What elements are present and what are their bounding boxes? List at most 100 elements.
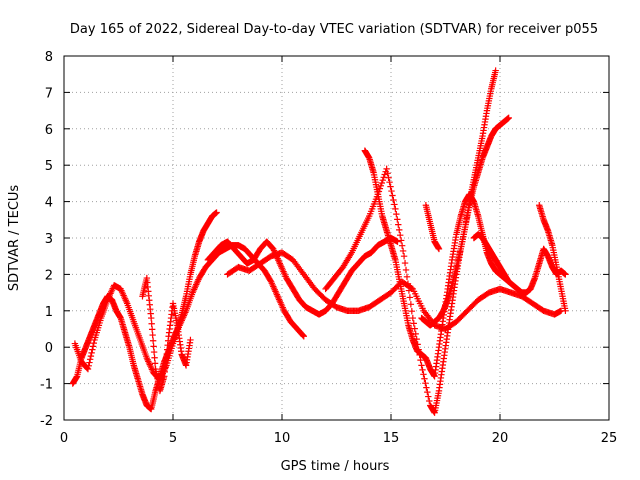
y-tick-label: -1 <box>40 378 53 393</box>
data-point <box>397 231 404 239</box>
series-f <box>361 147 512 380</box>
data-point <box>149 331 156 339</box>
y-tick-label: 7 <box>45 86 53 101</box>
data-point <box>87 352 95 360</box>
data-point <box>391 201 398 208</box>
x-tick-label: 15 <box>383 431 400 446</box>
data-point <box>148 320 155 327</box>
data-point <box>424 388 431 396</box>
data-point <box>394 238 401 245</box>
data-point <box>377 182 385 190</box>
data-point <box>410 320 417 327</box>
data-point <box>407 301 415 308</box>
grid-lines <box>64 56 609 420</box>
data-point <box>396 226 403 234</box>
data-point <box>413 335 420 343</box>
x-tick-label: 5 <box>169 431 177 446</box>
y-tick-label: 2 <box>45 268 53 283</box>
data-point <box>419 366 426 374</box>
x-tick-label: 25 <box>601 431 618 446</box>
data-point <box>379 176 386 184</box>
data-point <box>393 210 400 218</box>
data-point <box>408 308 416 315</box>
data-point <box>387 183 394 190</box>
data-point <box>420 371 427 378</box>
data-point <box>84 365 92 373</box>
data-point <box>390 196 397 204</box>
data-point <box>492 67 499 74</box>
data-point <box>397 237 405 244</box>
series-j <box>422 202 443 253</box>
data-point <box>89 346 96 353</box>
data-point <box>422 379 429 387</box>
data-point <box>405 287 413 294</box>
x-tick-label: 10 <box>274 431 291 446</box>
data-point <box>148 314 155 322</box>
series-e <box>322 67 499 416</box>
data-point <box>505 114 512 122</box>
data-point <box>435 245 443 253</box>
data-point <box>151 354 158 361</box>
data-point <box>426 397 433 405</box>
data-point <box>562 271 569 278</box>
y-tick-label: 3 <box>45 232 53 247</box>
data-point <box>88 349 95 357</box>
axis-ticks: 0 5 10 15 20 25 -2 -1 0 1 2 3 4 5 6 7 8 <box>40 50 617 446</box>
data-point <box>403 273 411 281</box>
data-point <box>425 393 432 400</box>
y-tick-label: -2 <box>40 414 53 429</box>
data-point <box>150 343 157 350</box>
data-point <box>401 259 409 267</box>
series-i <box>536 202 569 314</box>
series-c <box>204 234 401 318</box>
chart-title: Day 165 of 2022, Sidereal Day-to-day VTE… <box>70 22 598 37</box>
data-marks <box>69 67 569 416</box>
data-point <box>300 333 307 340</box>
y-tick-label: 6 <box>45 123 53 138</box>
data-point <box>400 253 408 260</box>
x-tick-label: 20 <box>492 431 509 446</box>
data-point <box>86 356 94 363</box>
data-point <box>398 242 406 249</box>
data-point <box>386 178 393 186</box>
series-k <box>139 274 194 395</box>
data-point <box>187 336 194 344</box>
data-point <box>378 179 385 187</box>
data-point <box>213 209 220 216</box>
data-point <box>384 170 391 177</box>
data-point <box>394 216 401 223</box>
data-point <box>395 221 402 228</box>
data-point <box>389 192 396 199</box>
data-point <box>562 307 569 314</box>
data-point <box>150 348 158 356</box>
x-axis-label: GPS time / hours <box>281 459 390 474</box>
data-point <box>90 339 97 347</box>
data-point <box>381 171 388 178</box>
data-point <box>409 314 416 322</box>
y-tick-label: 8 <box>45 50 53 65</box>
data-point <box>89 343 97 350</box>
data-point <box>299 332 307 339</box>
series-g <box>418 114 512 329</box>
y-tick-label: 1 <box>45 305 53 320</box>
data-point <box>383 165 390 173</box>
data-point <box>417 356 424 364</box>
data-point <box>151 360 159 367</box>
data-point <box>267 277 274 284</box>
data-point <box>388 187 395 195</box>
data-point <box>86 359 93 366</box>
data-point <box>418 362 425 369</box>
data-point <box>421 375 428 382</box>
data-point <box>402 266 410 274</box>
data-point <box>392 205 399 213</box>
data-point <box>385 174 392 181</box>
data-point <box>404 280 412 287</box>
data-point <box>148 326 156 333</box>
data-point <box>399 247 407 255</box>
y-tick-label: 0 <box>45 341 53 356</box>
series-h <box>470 231 569 296</box>
data-point <box>149 337 157 344</box>
y-tick-label: 5 <box>45 159 53 174</box>
data-point <box>85 362 92 370</box>
